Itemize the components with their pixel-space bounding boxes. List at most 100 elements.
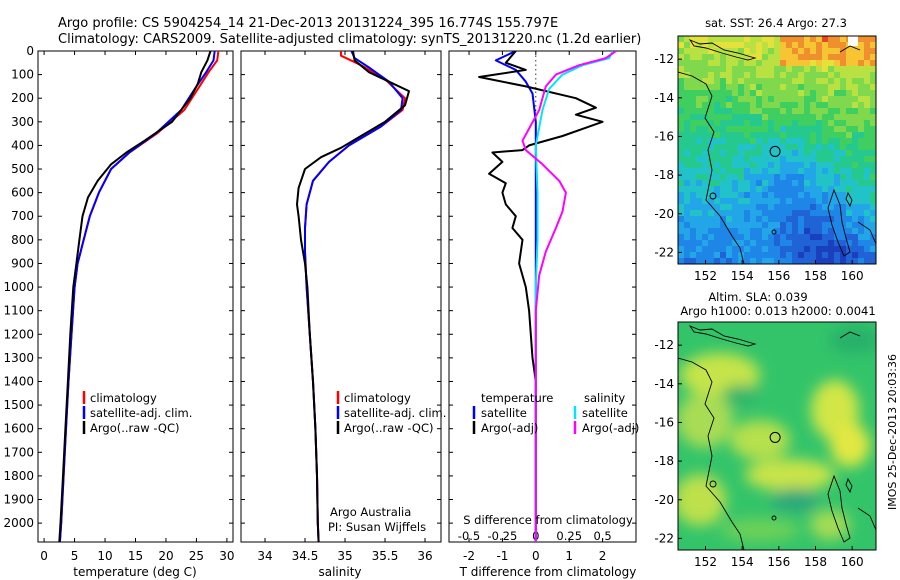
sst-cell [846, 222, 852, 228]
sst-cell [828, 96, 834, 102]
depth-tick-label: 500 [11, 162, 34, 176]
sst-cell [864, 192, 870, 198]
sst-cell [690, 204, 696, 210]
sst-cell [708, 132, 714, 138]
sst-cell [750, 120, 756, 126]
sst-cell [714, 234, 720, 240]
sst-cell [768, 168, 774, 174]
sst-cell [744, 60, 750, 66]
sst-cell [702, 162, 708, 168]
sst-cell [864, 36, 870, 42]
sst-cell [696, 78, 702, 84]
sst-cell [798, 258, 804, 264]
sst-cell [822, 114, 828, 120]
sst-cell [810, 210, 816, 216]
sst-cell [702, 60, 708, 66]
sst-cell [816, 252, 822, 258]
sst-cell [732, 60, 738, 66]
sst-cell [780, 78, 786, 84]
sst-cell [750, 180, 756, 186]
sst-cell [870, 66, 876, 72]
sst-cell [774, 246, 780, 252]
sst-cell [714, 90, 720, 96]
sst-cell [762, 174, 768, 180]
sst-cell [678, 246, 684, 252]
sst-cell [708, 228, 714, 234]
sst-cell [756, 48, 762, 54]
sst-cell [762, 246, 768, 252]
sst-cell [738, 150, 744, 156]
sst-cell [846, 174, 852, 180]
sst-cell [738, 252, 744, 258]
sst-cell [720, 138, 726, 144]
sst-cell [816, 204, 822, 210]
sst-cell [768, 180, 774, 186]
sst-lat-tick-label: -14 [654, 91, 674, 105]
sst-cell [816, 246, 822, 252]
sst-cell [744, 180, 750, 186]
sst-cell [804, 90, 810, 96]
sst-cell [768, 78, 774, 84]
sst-cell [816, 108, 822, 114]
sst-cell [798, 210, 804, 216]
sst-cell [708, 42, 714, 48]
sst-cell [714, 192, 720, 198]
sst-cell [726, 66, 732, 72]
sst-cell [804, 138, 810, 144]
depth-tick-label: 1800 [3, 469, 34, 483]
sst-cell [690, 78, 696, 84]
sst-cell [756, 210, 762, 216]
s-difference-tick-label: -0.25 [488, 529, 518, 543]
sst-cell [828, 174, 834, 180]
sst-cell [768, 126, 774, 132]
sst-cell [690, 114, 696, 120]
sst-cell [678, 120, 684, 126]
sst-cell [828, 162, 834, 168]
sst-cell [756, 252, 762, 258]
sst-cell [858, 90, 864, 96]
sst-cell [684, 108, 690, 114]
sst-cell [702, 84, 708, 90]
sst-cell [708, 78, 714, 84]
sst-cell [822, 246, 828, 252]
sst-lat-tick-label: -16 [654, 129, 674, 143]
sst-lat-tick-label: -20 [654, 207, 674, 221]
sst-cell [762, 210, 768, 216]
salinity-xtick-label: 36 [417, 549, 432, 563]
sst-cell [732, 210, 738, 216]
sst-cell [834, 192, 840, 198]
sst-cell [846, 228, 852, 234]
sst-cell [774, 120, 780, 126]
sst-cell [858, 204, 864, 210]
sst-cell [678, 222, 684, 228]
sst-cell [690, 198, 696, 204]
sst-cell [750, 102, 756, 108]
sst-cell [780, 42, 786, 48]
sst-cell [774, 258, 780, 264]
sst-cell [762, 72, 768, 78]
sst-cell [690, 108, 696, 114]
sst-cell [684, 234, 690, 240]
sst-cell [810, 66, 816, 72]
sst-cell [696, 144, 702, 150]
sst-cell [756, 228, 762, 234]
sst-cell [720, 36, 726, 42]
sst-cell [846, 138, 852, 144]
sst-cell [732, 156, 738, 162]
sst-cell [864, 108, 870, 114]
sst-cell [732, 132, 738, 138]
sst-cell [726, 54, 732, 60]
sst-cell [714, 120, 720, 126]
sst-cell [696, 222, 702, 228]
sst-cell [798, 120, 804, 126]
sst-cell [720, 60, 726, 66]
sst-cell [678, 252, 684, 258]
sst-cell [846, 162, 852, 168]
sst-cell [744, 138, 750, 144]
sst-cell [768, 102, 774, 108]
sst-cell [738, 204, 744, 210]
sla-float-marker [769, 431, 781, 443]
sst-cell [756, 258, 762, 264]
sst-cell [720, 240, 726, 246]
sst-cell [810, 186, 816, 192]
